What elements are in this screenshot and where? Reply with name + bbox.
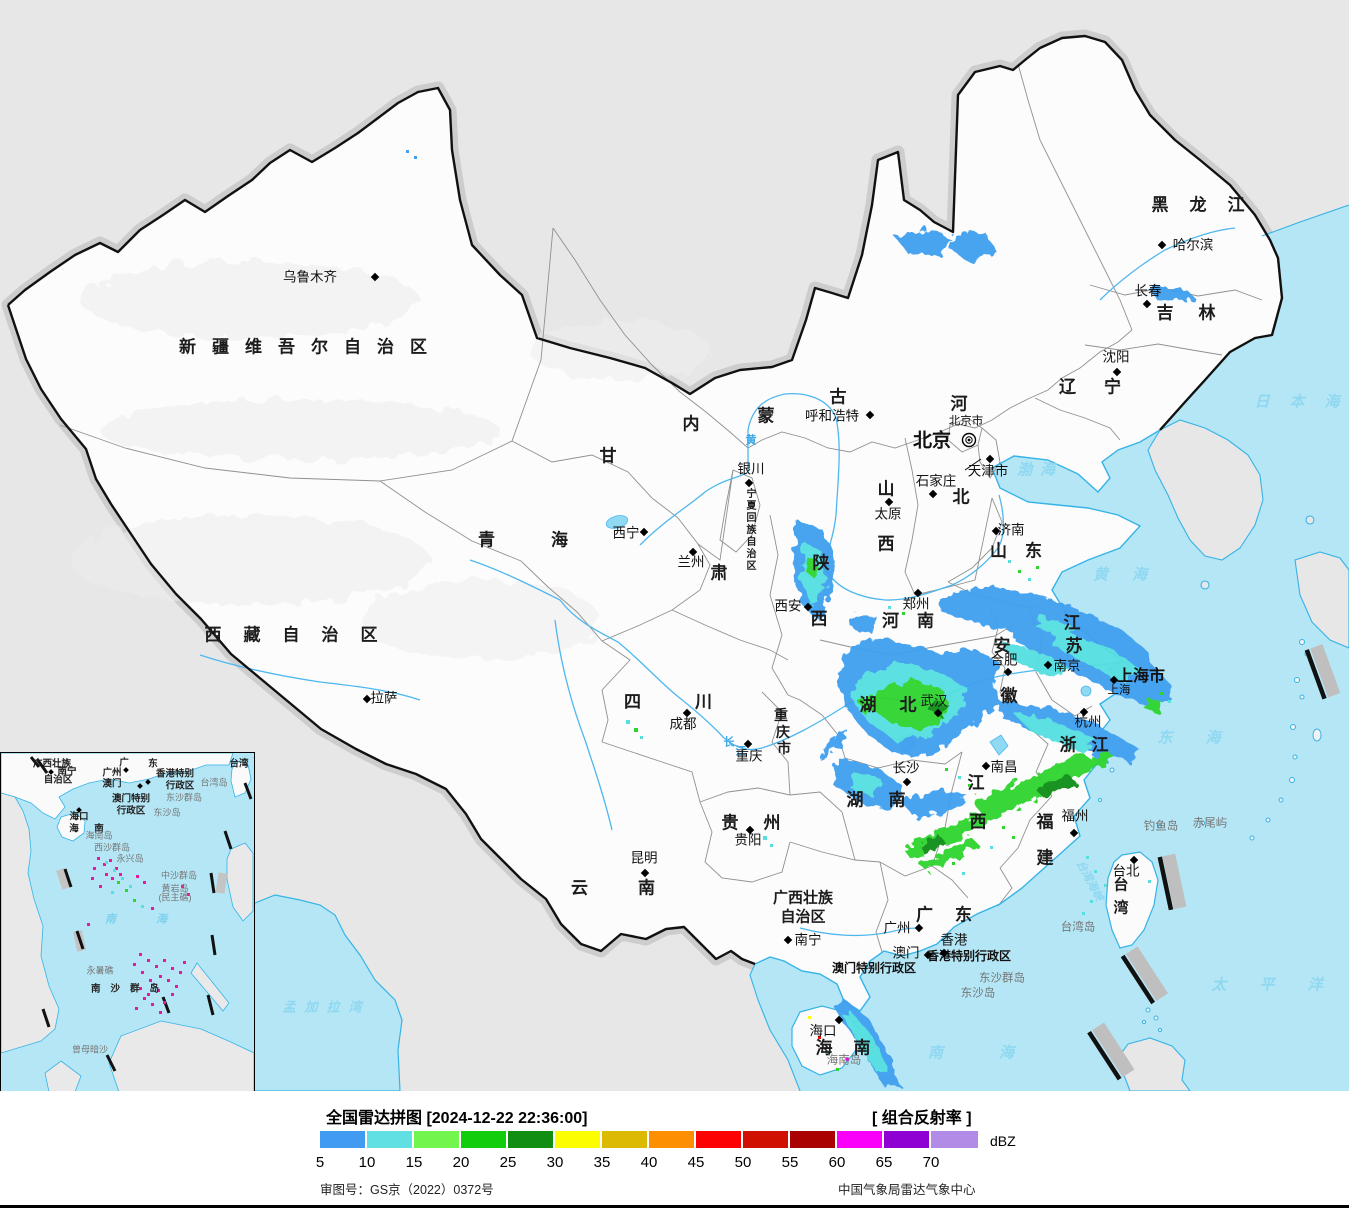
ryukyu-islands	[1097, 639, 1322, 1033]
map-approval-number: 审图号：GS京（2022）0372号	[320, 1183, 494, 1197]
legend-tick-55: 55	[781, 1154, 799, 1171]
inset-luzon	[226, 842, 254, 922]
china-coastline	[754, 429, 1161, 1012]
inset-nine-dash-line	[29, 756, 253, 1072]
beijing-capital-marker	[961, 432, 977, 448]
legend-color-bar	[320, 1131, 978, 1148]
inset-hainan	[56, 812, 86, 842]
legend-color-25	[508, 1131, 555, 1148]
legend-tick-10: 10	[358, 1154, 376, 1171]
south-china-sea-inset	[0, 752, 255, 1093]
issuing-agency: 中国气象局雷达气象中心	[838, 1183, 976, 1197]
legend-tick-60: 60	[828, 1154, 846, 1171]
legend-tick-45: 45	[687, 1154, 705, 1171]
inset-malay	[44, 1060, 82, 1092]
legend-tick-5: 5	[315, 1154, 325, 1171]
inset-palawan	[190, 962, 230, 1012]
legend-color-10	[367, 1131, 414, 1148]
legend-color-15	[414, 1131, 461, 1148]
legend-color-55	[790, 1131, 837, 1148]
vietnam-coastline	[749, 963, 801, 1091]
legend-tick-35: 35	[593, 1154, 611, 1171]
korea-peninsula	[1147, 419, 1264, 561]
province-boundaries	[59, 63, 1263, 953]
legend-title: 全国雷达拼图 [2024-12-22 22:36:00]	[326, 1110, 588, 1127]
national-border	[6, 34, 1284, 966]
legend-panel: 全国雷达拼图 [2024-12-22 22:36:00] [ 组合反射率 ] d…	[0, 1091, 1349, 1208]
sea-bay-of-bengal	[249, 894, 403, 1091]
legend-tick-40: 40	[640, 1154, 658, 1171]
legend-tick-70: 70	[922, 1154, 940, 1171]
inset-borneo	[108, 1020, 254, 1092]
maritime-boundary-dashes	[1087, 644, 1341, 1081]
legend-unit-label: dBZ	[990, 1133, 1016, 1149]
kyushu-japan	[1294, 551, 1349, 649]
legend-color-20	[461, 1131, 508, 1148]
legend-color-70	[931, 1131, 978, 1148]
legend-color-30	[555, 1131, 602, 1148]
inset-mainland	[1, 753, 234, 820]
foreign-coastal-land	[1119, 419, 1349, 1091]
legend-product-label: [ 组合反射率 ]	[872, 1110, 972, 1127]
inset-indochina	[1, 792, 60, 1054]
legend-color-60	[837, 1131, 884, 1148]
inset-island-marks	[87, 857, 190, 1014]
legend-color-35	[602, 1131, 649, 1148]
inset-radar-specks	[105, 861, 144, 908]
terrain-shading	[70, 262, 710, 660]
legend-tick-25: 25	[499, 1154, 517, 1171]
legend-tick-15: 15	[405, 1154, 423, 1171]
radar-echoes	[793, 228, 1196, 1087]
china-map-canvas	[0, 0, 1349, 1091]
legend-color-40	[649, 1131, 696, 1148]
taiwan-island	[1105, 851, 1159, 949]
legend-tick-50: 50	[734, 1154, 752, 1171]
tianjin-pointer-line	[964, 458, 982, 471]
legend-tick-30: 30	[546, 1154, 564, 1171]
legend-color-65	[884, 1131, 931, 1148]
legend-color-45	[696, 1131, 743, 1148]
radar-speckles	[406, 150, 1171, 1071]
russia-coastline	[1261, 204, 1349, 237]
legend-color-50	[743, 1131, 790, 1148]
legend-color-5	[320, 1131, 367, 1148]
legend-tick-20: 20	[452, 1154, 470, 1171]
legend-tick-65: 65	[875, 1154, 893, 1171]
bottom-border-line	[0, 1205, 1349, 1208]
